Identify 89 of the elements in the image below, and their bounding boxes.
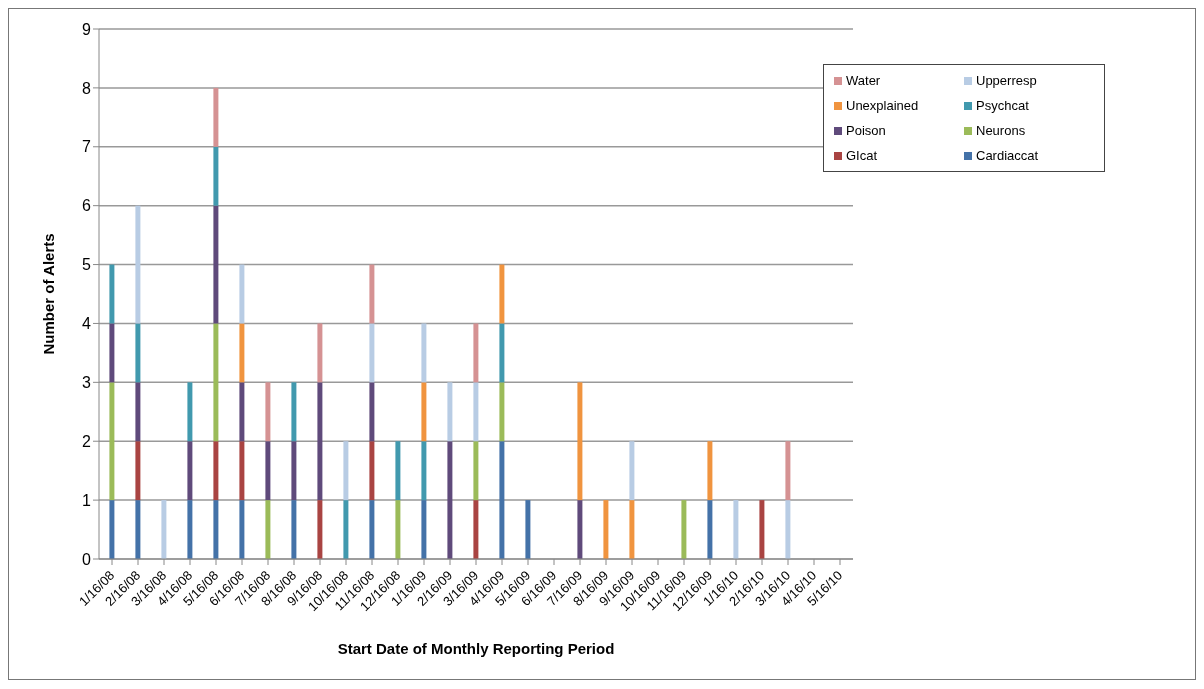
bar [577,500,583,559]
bar [421,441,427,501]
bar [239,500,245,559]
bar [317,382,323,501]
y-tick-label: 2 [82,432,92,450]
bar [161,500,167,559]
legend-label: Upperresp [976,73,1037,88]
legend-label: GIcat [846,148,878,163]
bar [421,500,427,559]
legend-label: Water [846,73,881,88]
bar [629,441,635,501]
y-axis-title: Number of Alerts [40,233,58,355]
bar [707,500,713,559]
bar [187,382,193,442]
bar [135,323,141,383]
bar [473,500,479,559]
bar [499,441,505,559]
bar [395,441,401,501]
bar [369,323,375,383]
y-tick-label: 3 [82,374,92,392]
bar [265,500,271,559]
bar [213,323,219,442]
bar [109,323,115,383]
bar [369,382,375,442]
bar [135,205,141,324]
legend-label: Cardiaccat [976,148,1039,163]
bar [395,500,401,559]
bar [525,500,531,559]
bar [499,264,505,324]
bar [577,382,583,501]
bar [317,500,323,559]
bar [135,382,141,442]
bar [291,441,297,501]
legend-label: Unexplained [846,98,919,113]
bar [447,441,453,559]
bar [499,323,505,383]
y-tick-label: 4 [82,315,92,333]
bar [421,382,427,442]
bar [629,500,635,559]
y-tick-label: 0 [82,550,92,568]
bar [187,441,193,501]
bar [473,441,479,501]
bar [759,500,765,559]
bar [343,500,349,559]
y-tick-label: 6 [82,197,92,215]
bar [421,323,427,383]
legend-label: Poison [846,123,886,138]
y-tick-label: 1 [82,491,92,509]
y-tick-label: 9 [82,20,92,38]
bar [213,146,219,206]
bar [473,323,479,383]
legend-label: Psychcat [976,98,1029,113]
bar [135,441,141,501]
bar [499,382,505,442]
bar [785,441,791,501]
x-axis-title: Start Date of Monthly Reporting Period [337,640,615,657]
bar [473,382,479,442]
bar [369,441,375,501]
bar [369,264,375,324]
bar [239,441,245,501]
bar [265,441,271,501]
legend-label: Neurons [976,123,1026,138]
y-tick-label: 8 [82,79,92,97]
bar [187,500,193,559]
bar [317,323,323,383]
bar [135,500,141,559]
bar [239,323,245,383]
bar [733,500,739,559]
bar [291,500,297,559]
bar [265,382,271,442]
bar [343,441,349,501]
bar [291,382,297,442]
bar [707,441,713,501]
bar [213,441,219,501]
bar [239,382,245,442]
bar [109,382,115,501]
bar [213,87,219,147]
bar [369,500,375,559]
y-tick-label: 7 [82,138,92,156]
bar [213,205,219,324]
bar [109,264,115,324]
bar [109,500,115,559]
bar [785,500,791,559]
bar [681,500,687,559]
bar [213,500,219,559]
bar [239,264,245,324]
bar [603,500,609,559]
bar [447,382,453,442]
y-tick-label: 5 [82,256,92,274]
